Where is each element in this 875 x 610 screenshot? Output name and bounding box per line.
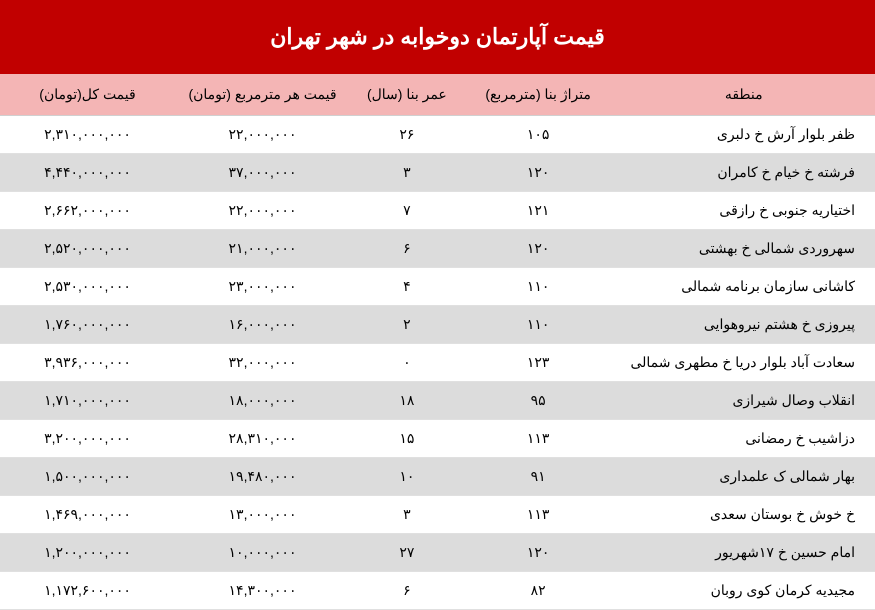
cell-total: ۳,۲۰۰,۰۰۰,۰۰۰ xyxy=(0,420,175,458)
table-row: امام حسین خ ۱۷شهریور۱۲۰۲۷۱۰,۰۰۰,۰۰۰۱,۲۰۰… xyxy=(0,534,875,572)
cell-region: سعادت آباد بلوار دریا خ مطهری شمالی xyxy=(613,344,875,382)
cell-area: ۱۲۰ xyxy=(464,154,613,192)
cell-area: ۹۱ xyxy=(464,458,613,496)
col-age: عمر بنا (سال) xyxy=(350,74,464,116)
cell-total: ۲,۶۶۲,۰۰۰,۰۰۰ xyxy=(0,192,175,230)
cell-age: ۲ xyxy=(350,306,464,344)
cell-total: ۱,۷۶۰,۰۰۰,۰۰۰ xyxy=(0,306,175,344)
cell-total: ۲,۵۳۰,۰۰۰,۰۰۰ xyxy=(0,268,175,306)
cell-age: ۴ xyxy=(350,268,464,306)
cell-age: ۲۷ xyxy=(350,534,464,572)
cell-total: ۱,۴۶۹,۰۰۰,۰۰۰ xyxy=(0,496,175,534)
cell-total: ۳,۹۳۶,۰۰۰,۰۰۰ xyxy=(0,344,175,382)
cell-age: ۳ xyxy=(350,496,464,534)
cell-ppsm: ۲۲,۰۰۰,۰۰۰ xyxy=(175,116,350,154)
cell-total: ۲,۳۱۰,۰۰۰,۰۰۰ xyxy=(0,116,175,154)
cell-ppsm: ۱۳,۰۰۰,۰۰۰ xyxy=(175,496,350,534)
cell-area: ۱۱۰ xyxy=(464,306,613,344)
table-row: مجیدیه کرمان کوی روبان۸۲۶۱۴,۳۰۰,۰۰۰۱,۱۷۲… xyxy=(0,572,875,610)
col-total: قیمت کل(تومان) xyxy=(0,74,175,116)
table-row: ظفر بلوار آرش خ دلبری۱۰۵۲۶۲۲,۰۰۰,۰۰۰۲,۳۱… xyxy=(0,116,875,154)
cell-ppsm: ۳۷,۰۰۰,۰۰۰ xyxy=(175,154,350,192)
table-row: کاشانی سازمان برنامه شمالی۱۱۰۴۲۳,۰۰۰,۰۰۰… xyxy=(0,268,875,306)
cell-ppsm: ۲۸,۳۱۰,۰۰۰ xyxy=(175,420,350,458)
cell-area: ۱۱۳ xyxy=(464,496,613,534)
cell-area: ۱۲۰ xyxy=(464,534,613,572)
cell-area: ۱۲۳ xyxy=(464,344,613,382)
cell-area: ۱۲۰ xyxy=(464,230,613,268)
cell-ppsm: ۳۲,۰۰۰,۰۰۰ xyxy=(175,344,350,382)
page-title: قیمت آپارتمان دوخوابه در شهر تهران xyxy=(0,0,875,74)
table-row: سعادت آباد بلوار دریا خ مطهری شمالی۱۲۳۰۳… xyxy=(0,344,875,382)
cell-ppsm: ۲۲,۰۰۰,۰۰۰ xyxy=(175,192,350,230)
table-body: ظفر بلوار آرش خ دلبری۱۰۵۲۶۲۲,۰۰۰,۰۰۰۲,۳۱… xyxy=(0,116,875,610)
cell-age: ۰ xyxy=(350,344,464,382)
table-row: اختیاریه جنوبی خ رازقی۱۲۱۷۲۲,۰۰۰,۰۰۰۲,۶۶… xyxy=(0,192,875,230)
cell-age: ۳ xyxy=(350,154,464,192)
cell-area: ۸۲ xyxy=(464,572,613,610)
cell-ppsm: ۱۸,۰۰۰,۰۰۰ xyxy=(175,382,350,420)
cell-region: دزاشیب خ رمضانی xyxy=(613,420,875,458)
cell-ppsm: ۱۶,۰۰۰,۰۰۰ xyxy=(175,306,350,344)
cell-region: ظفر بلوار آرش خ دلبری xyxy=(613,116,875,154)
cell-region: کاشانی سازمان برنامه شمالی xyxy=(613,268,875,306)
cell-region: مجیدیه کرمان کوی روبان xyxy=(613,572,875,610)
cell-region: بهار شمالی ک علمداری xyxy=(613,458,875,496)
cell-area: ۱۲۱ xyxy=(464,192,613,230)
cell-region: اختیاریه جنوبی خ رازقی xyxy=(613,192,875,230)
cell-region: پیروزی خ هشتم نیروهوایی xyxy=(613,306,875,344)
cell-region: خ خوش خ بوستان سعدی xyxy=(613,496,875,534)
cell-region: سهروردی شمالی خ بهشتی xyxy=(613,230,875,268)
cell-area: ۹۵ xyxy=(464,382,613,420)
cell-ppsm: ۲۱,۰۰۰,۰۰۰ xyxy=(175,230,350,268)
cell-total: ۱,۵۰۰,۰۰۰,۰۰۰ xyxy=(0,458,175,496)
table-row: پیروزی خ هشتم نیروهوایی۱۱۰۲۱۶,۰۰۰,۰۰۰۱,۷… xyxy=(0,306,875,344)
cell-area: ۱۰۵ xyxy=(464,116,613,154)
cell-age: ۶ xyxy=(350,572,464,610)
cell-area: ۱۱۰ xyxy=(464,268,613,306)
table-row: فرشته خ خیام خ کامران۱۲۰۳۳۷,۰۰۰,۰۰۰۴,۴۴۰… xyxy=(0,154,875,192)
cell-region: فرشته خ خیام خ کامران xyxy=(613,154,875,192)
price-table: منطقه متراژ بنا (مترمربع) عمر بنا (سال) … xyxy=(0,74,875,610)
cell-region: انقلاب وصال شیرازی xyxy=(613,382,875,420)
table-row: خ خوش خ بوستان سعدی۱۱۳۳۱۳,۰۰۰,۰۰۰۱,۴۶۹,۰… xyxy=(0,496,875,534)
cell-ppsm: ۱۴,۳۰۰,۰۰۰ xyxy=(175,572,350,610)
cell-age: ۱۸ xyxy=(350,382,464,420)
table-row: بهار شمالی ک علمداری۹۱۱۰۱۹,۴۸۰,۰۰۰۱,۵۰۰,… xyxy=(0,458,875,496)
col-region: منطقه xyxy=(613,74,875,116)
table-row: دزاشیب خ رمضانی۱۱۳۱۵۲۸,۳۱۰,۰۰۰۳,۲۰۰,۰۰۰,… xyxy=(0,420,875,458)
cell-ppsm: ۱۰,۰۰۰,۰۰۰ xyxy=(175,534,350,572)
col-area: متراژ بنا (مترمربع) xyxy=(464,74,613,116)
cell-area: ۱۱۳ xyxy=(464,420,613,458)
cell-age: ۱۵ xyxy=(350,420,464,458)
col-ppsm: قیمت هر مترمربع (تومان) xyxy=(175,74,350,116)
cell-total: ۲,۵۲۰,۰۰۰,۰۰۰ xyxy=(0,230,175,268)
table-row: سهروردی شمالی خ بهشتی۱۲۰۶۲۱,۰۰۰,۰۰۰۲,۵۲۰… xyxy=(0,230,875,268)
cell-age: ۶ xyxy=(350,230,464,268)
table-row: انقلاب وصال شیرازی۹۵۱۸۱۸,۰۰۰,۰۰۰۱,۷۱۰,۰۰… xyxy=(0,382,875,420)
cell-ppsm: ۱۹,۴۸۰,۰۰۰ xyxy=(175,458,350,496)
cell-total: ۱,۱۷۲,۶۰۰,۰۰۰ xyxy=(0,572,175,610)
cell-ppsm: ۲۳,۰۰۰,۰۰۰ xyxy=(175,268,350,306)
cell-total: ۱,۲۰۰,۰۰۰,۰۰۰ xyxy=(0,534,175,572)
cell-total: ۱,۷۱۰,۰۰۰,۰۰۰ xyxy=(0,382,175,420)
cell-age: ۲۶ xyxy=(350,116,464,154)
cell-age: ۱۰ xyxy=(350,458,464,496)
cell-age: ۷ xyxy=(350,192,464,230)
cell-total: ۴,۴۴۰,۰۰۰,۰۰۰ xyxy=(0,154,175,192)
table-header-row: منطقه متراژ بنا (مترمربع) عمر بنا (سال) … xyxy=(0,74,875,116)
cell-region: امام حسین خ ۱۷شهریور xyxy=(613,534,875,572)
